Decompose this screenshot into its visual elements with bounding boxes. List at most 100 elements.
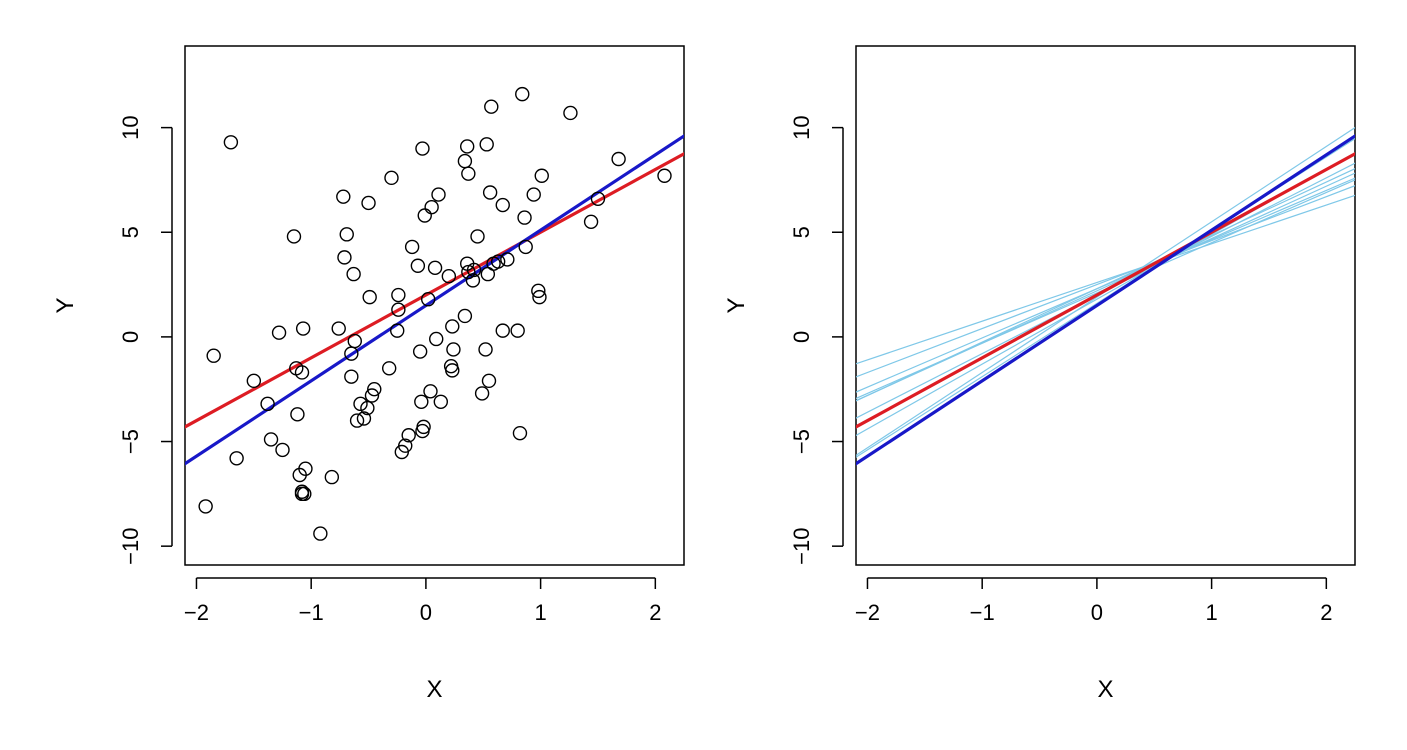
- chart-1-point: [466, 262, 482, 278]
- chart-1-point: [590, 191, 606, 206]
- chart-1-point: [417, 208, 432, 223]
- chart-1-x-tick-label: 1: [534, 600, 546, 625]
- chart-1-point: [517, 210, 532, 225]
- chart-1-point: [367, 382, 382, 397]
- chart-1-point: [611, 151, 626, 167]
- chart-2-y-tick-label: 0: [789, 331, 814, 343]
- chart-1-point: [510, 323, 525, 338]
- chart-1-point: [391, 287, 406, 303]
- chart-1-point: [344, 369, 359, 384]
- chart-2-y-tick-label: 10: [789, 115, 814, 139]
- chart-2-regression-line-4: [856, 152, 1355, 437]
- chart-1-y-tick-label: −5: [118, 429, 143, 454]
- chart-1-point: [384, 170, 399, 186]
- chart-1-point: [271, 325, 287, 340]
- chart-1-point: [446, 342, 461, 357]
- chart-1-point: [336, 189, 351, 204]
- chart-1-point: [381, 361, 397, 376]
- chart-1-point: [515, 86, 530, 102]
- chart-1-point: [512, 425, 528, 441]
- chart-1-point: [427, 260, 443, 276]
- chart-1-point: [324, 469, 340, 485]
- chart-1-point: [457, 153, 473, 169]
- chart-1-point: [390, 323, 405, 338]
- chart-1-point: [246, 373, 262, 389]
- chart-1-point: [353, 396, 368, 412]
- chart-1-regression-line-1: [185, 151, 684, 429]
- chart-1-point: [313, 526, 328, 541]
- chart-1-point: [414, 394, 429, 409]
- chart-2-regression-line-5: [856, 185, 1355, 378]
- chart-2-plot-frame: [855, 45, 1356, 566]
- chart-2-y-tick-label: −10: [789, 528, 814, 565]
- chart-1-point: [481, 373, 497, 389]
- chart-1-point: [361, 195, 376, 211]
- chart-1-point: [229, 451, 244, 466]
- chart-2-x-tick-label: 1: [1205, 600, 1217, 625]
- chart-1-point: [263, 432, 279, 447]
- chart-1-point: [657, 168, 672, 183]
- chart-1-point: [206, 348, 221, 363]
- chart-1-point: [294, 365, 310, 380]
- chart-2-y-tick-label: 5: [789, 226, 814, 238]
- chart-1-point: [461, 264, 476, 280]
- chart-1-point: [349, 413, 365, 428]
- chart-1-point: [223, 135, 239, 150]
- chart-2-data-layer: [856, 126, 1355, 466]
- chart-1-point: [286, 229, 302, 244]
- chart-2-x-tick-label: 0: [1091, 600, 1103, 625]
- chart-1-point: [346, 266, 361, 282]
- chart-1-point: [484, 99, 499, 114]
- chart-1-point: [260, 396, 275, 412]
- chart-1-point: [198, 499, 213, 514]
- chart-1-point: [391, 302, 406, 317]
- chart-1-y-tick-label: −10: [118, 528, 143, 565]
- chart-2-regression-line-11: [856, 151, 1355, 429]
- chart-1-x-tick-label: 0: [420, 600, 432, 625]
- chart-2-y-tick-label: −5: [789, 429, 814, 454]
- chart-1-point: [461, 166, 476, 181]
- chart-1-point: [445, 363, 460, 378]
- chart-1-point: [297, 486, 312, 502]
- chart-1-point: [347, 333, 362, 349]
- chart-1-y-tick-label: 10: [118, 115, 143, 139]
- chart-1-x-tick-label: −2: [184, 600, 209, 625]
- chart-2-regression-line-9: [856, 168, 1355, 402]
- chart-1-point: [331, 321, 346, 336]
- chart-1-point: [431, 187, 446, 202]
- chart-2-regression-line-1: [856, 177, 1355, 393]
- chart-1-point: [531, 283, 546, 299]
- chart-1-point: [360, 400, 375, 416]
- chart-1-point: [416, 419, 431, 435]
- chart-1-y-axis-label: Y: [52, 297, 79, 313]
- chart-1-point: [457, 308, 473, 324]
- chart-1-point: [290, 407, 305, 422]
- chart-1-point: [420, 292, 436, 307]
- chart-1-point: [478, 342, 493, 357]
- chart-2-x-tick-label: −1: [970, 600, 995, 625]
- chart-1-point: [404, 239, 420, 255]
- chart-1-point: [495, 323, 510, 338]
- chart-1-point: [482, 185, 498, 200]
- chart-1-point: [398, 438, 413, 453]
- chart-1-plot-frame: [184, 45, 685, 566]
- chart-1-point: [410, 258, 426, 273]
- chart-1-point: [415, 141, 430, 156]
- chart-1-y-tick-label: 5: [118, 226, 143, 238]
- chart-1-point: [337, 250, 352, 265]
- chart-1-point: [583, 214, 599, 229]
- chart-2-regression-line-12: [856, 134, 1355, 466]
- chart-1-point: [356, 411, 372, 426]
- chart-1-point: [479, 137, 494, 152]
- chart-1-point: [298, 461, 313, 476]
- chart-1-point: [495, 197, 510, 213]
- chart-1-point: [412, 344, 428, 359]
- chart-1-x-axis-label: X: [426, 676, 442, 703]
- chart-1-x-tick-label: 2: [649, 600, 661, 625]
- chart-1-point: [424, 199, 439, 215]
- chart-1-point: [459, 139, 475, 154]
- chart-1-point: [500, 252, 515, 267]
